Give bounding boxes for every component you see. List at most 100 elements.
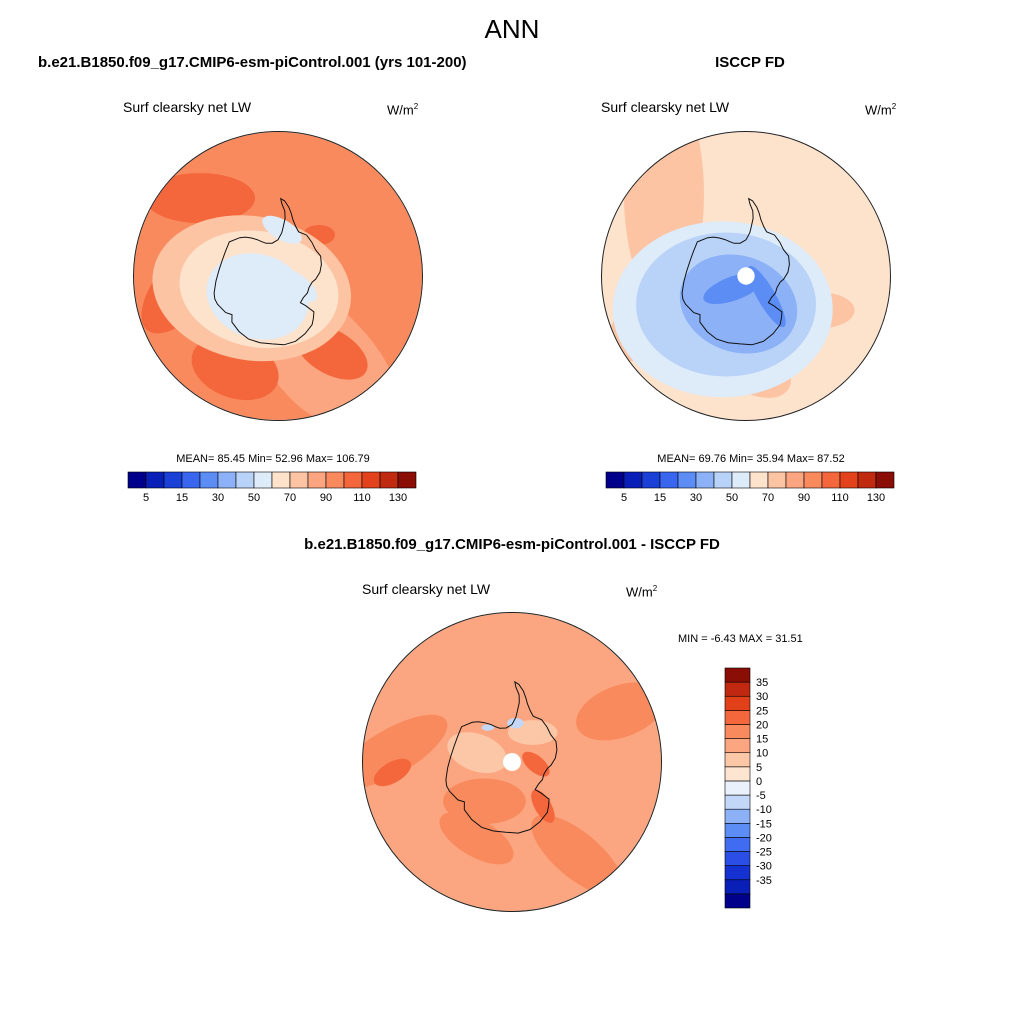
colorbar-swatch [677,471,697,489]
panel-2-variable: Surf clearsky net LW [601,99,730,115]
colorbar-tick-label: 25 [756,705,768,717]
colorbar-tick-label: 5 [756,762,762,774]
colorbar-swatch [379,471,399,489]
colorbar-swatch [724,724,751,739]
colorbar-swatch [731,471,751,489]
colorbar-tick-label: 90 [320,492,332,504]
contour-region [747,265,786,328]
colorbar-swatch [199,471,219,489]
colorbar-swatch [253,471,273,489]
colorbar-tick-label: 110 [831,492,849,504]
panel-2-stats: MEAN= 69.76 Min= 35.94 Max= 87.52 [657,453,845,465]
contour-region [373,758,412,787]
colorbar-tick-label: 30 [756,691,768,703]
panel-1-colorbar: 5 15 30 50 70 90 110 130 [127,471,417,504]
panel-3-map [362,612,662,912]
colorbar-swatch [724,893,751,909]
colorbar-swatch [785,471,805,489]
colorbar-tick-label: -25 [756,847,772,859]
colorbar-tick-label: 130 [867,492,885,504]
colorbar-tick-label: 130 [389,492,407,504]
colorbar-swatch [659,471,679,489]
colorbar-tick-label: 90 [798,492,810,504]
colorbar-swatch [605,471,625,489]
colorbar-tick-label: -15 [756,818,772,830]
colorbar-swatch [724,752,751,768]
colorbar-swatch [181,471,201,489]
map-outline [601,131,891,421]
panel-3-title: b.e21.B1850.f09_g17.CMIP6-esm-piControl.… [304,536,720,553]
colorbar-tick-label: 70 [762,492,774,504]
coastline [681,197,790,346]
panel-3-stats: MIN = -6.43 MAX = 31.51 [678,633,803,645]
map-outline [133,131,423,421]
contour-region [481,724,495,731]
colorbar-swatch [724,667,751,683]
colorbar-swatch [325,471,345,489]
colorbar-tick-label: 15 [756,734,768,746]
colorbar-swatch [724,738,751,754]
colorbar-swatch [724,710,751,725]
contour-region [363,714,448,789]
panel-3-units: W/m2 [626,584,658,600]
contour-region [531,814,624,896]
colorbar-swatch [217,471,237,489]
colorbar-swatch [767,471,787,489]
colorbar-swatch [289,471,309,489]
colorbar-swatch [623,471,643,489]
colorbar-tick-label: 50 [248,492,260,504]
contour-region [679,254,798,354]
colorbar-swatch [724,822,751,838]
contour-region [443,778,526,825]
colorbar-swatch [307,471,327,489]
panel-1-variable: Surf clearsky net LW [123,99,252,115]
colorbar-swatch [127,471,147,489]
colorbar-swatch [724,681,751,697]
panel-1-stats: MEAN= 85.45 Min= 52.96 Max= 106.79 [176,453,370,465]
colorbar-tick-label: 35 [756,677,768,689]
colorbar-swatch [724,865,751,881]
colorbar-tick-label: -20 [756,832,772,844]
pole-missing-data [503,753,521,771]
coastline [213,197,322,346]
panel-2-units: W/m2 [865,102,897,118]
contour-region [531,789,555,823]
colorbar-tick-label: 30 [690,492,702,504]
colorbar-swatch [724,780,751,796]
colorbar-tick-label: -35 [756,875,772,887]
colorbar-swatch [271,471,291,489]
colorbar-swatch [821,471,841,489]
colorbar-tick-label: 15 [654,492,666,504]
contour-region [145,173,256,224]
colorbar-swatch [145,471,165,489]
contour-region [507,717,524,729]
colorbar-tick-label: 50 [726,492,738,504]
colorbar-swatch [163,471,183,489]
panel-1-map [133,131,423,421]
figure-title: ANN [484,14,540,44]
colorbar-tick-label: 10 [756,748,768,760]
colorbar-swatch [857,471,877,489]
panel-3-colorbar: 35 30 25 20 15 10 5 0 -5 -10 -15 -20 -25 -30 -35 [724,667,772,909]
colorbar-tick-label: 5 [143,492,149,504]
colorbar-tick-label: 30 [212,492,224,504]
panel-3-variable: Surf clearsky net LW [362,581,491,597]
colorbar-swatch [724,766,751,782]
colorbar-swatch [724,695,751,711]
colorbar-swatch [803,471,823,489]
map-outline [362,612,662,912]
panel-1-title: b.e21.B1850.f09_g17.CMIP6-esm-piControl.… [38,54,467,71]
contour-region [447,732,508,774]
colorbar-swatch [641,471,661,489]
contour-region [576,682,661,741]
colorbar-swatch [724,837,751,852]
colorbar-swatch [361,471,381,489]
panel-1-units: W/m2 [387,102,419,118]
panel-2-map [601,131,891,421]
colorbar-swatch [235,471,255,489]
colorbar-swatch [875,471,895,489]
panel-2-colorbar: 5 15 30 50 70 90 110 130 [605,471,895,504]
colorbar-tick-label: 110 [353,492,371,504]
colorbar-tick-label: 15 [176,492,188,504]
